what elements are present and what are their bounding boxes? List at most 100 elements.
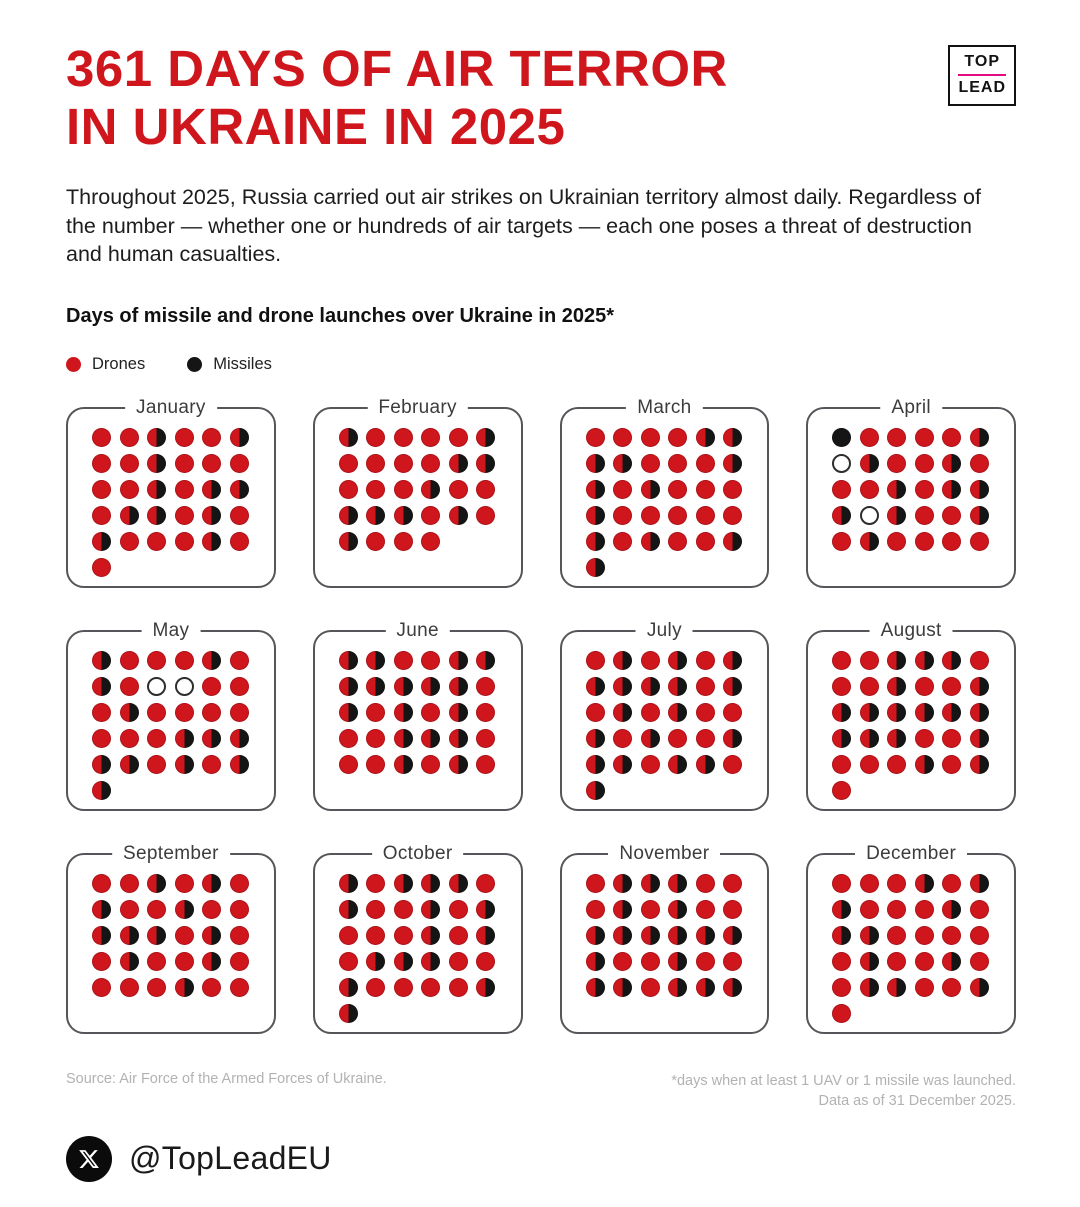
day-dot-both [202,532,221,552]
day-dot-both [393,755,413,775]
day-dot-both [942,651,962,671]
day-dot-both [393,506,413,526]
day-dot-drones [119,729,139,749]
day-dot-both [476,978,496,998]
day-dot-drones [229,677,249,697]
footnote-line-2: Data as of 31 December 2025. [818,1093,1016,1110]
day-dot-both [338,677,358,697]
day-dot-drones [366,755,386,775]
day-dot-drones [695,506,715,526]
day-dot-drones [174,874,194,894]
day-dot-both [859,952,879,972]
day-dot-drones [695,703,715,723]
month-panel-october: October [312,843,523,1035]
day-dot-both [366,677,386,697]
day-dot-both [942,900,962,920]
day-dot-drones [476,755,496,775]
top-lead-logo: TOP LEAD [948,45,1016,106]
day-dot-both [92,926,111,946]
day-dot-drones [723,900,742,920]
month-title: February [367,397,468,420]
month-title: April [880,397,942,420]
day-dot-both [887,480,907,500]
day-dot-drones [640,506,660,526]
legend: Drones Missiles [66,355,1016,374]
day-dot-drones [147,755,166,775]
month-title: November [608,843,721,866]
day-dot-drones [229,506,249,526]
day-dot-drones [147,900,166,920]
day-dot-drones [202,900,221,920]
day-dot-drones [914,926,934,946]
day-dot-both [668,874,687,894]
month-dots-grid [92,428,249,578]
day-dot-drones [887,900,907,920]
day-dot-both [448,729,468,749]
day-dot-drones [174,703,194,723]
month-title: March [626,397,703,420]
day-dot-both [832,703,852,723]
day-dot-both [832,506,852,526]
day-dot-both [969,978,989,998]
day-dot-drones [914,428,934,448]
day-dot-drones [585,874,605,894]
day-dot-both [723,978,742,998]
month-dots-grid [338,874,496,1024]
day-dot-both [92,900,111,920]
day-dot-drones [887,532,907,552]
day-dot-both [969,703,989,723]
month-dots-grid [92,651,249,801]
day-dot-both [585,926,605,946]
day-dot-drones [640,755,660,775]
day-dot-none [174,677,194,697]
day-dot-drones [640,428,660,448]
day-dot-drones [942,677,962,697]
social-handle[interactable]: @TopLeadEU [129,1140,332,1177]
day-dot-both [366,952,386,972]
day-dot-drones [695,729,715,749]
day-dot-both [338,978,358,998]
day-dot-both [202,926,221,946]
day-dot-both [969,677,989,697]
day-dot-drones [942,926,962,946]
month-dots-grid [338,651,496,775]
day-dot-both [668,677,687,697]
day-dot-drones [421,978,441,998]
day-dot-both [668,952,687,972]
day-dot-drones [942,506,962,526]
day-dot-drones [448,952,468,972]
day-dot-drones [585,703,605,723]
day-dot-drones [640,703,660,723]
day-dot-drones [668,480,687,500]
day-dot-drones [448,428,468,448]
day-dot-drones [914,900,934,920]
day-dot-both [366,651,386,671]
day-dot-both [476,651,496,671]
day-dot-both [969,755,989,775]
day-dot-drones [723,480,742,500]
day-dot-both [476,926,496,946]
day-dot-drones [476,874,496,894]
day-dot-both [640,480,660,500]
day-dot-drones [887,454,907,474]
day-dot-drones [640,454,660,474]
day-dot-drones [695,677,715,697]
day-dot-drones [202,703,221,723]
day-dot-both [393,874,413,894]
day-dot-both [448,755,468,775]
day-dot-none [147,677,166,697]
day-dot-both [613,703,632,723]
day-dot-drones [119,454,139,474]
logo-top-word: TOP [964,53,1001,70]
day-dot-drones [832,677,852,697]
day-dot-both [585,729,605,749]
day-dot-both [585,677,605,697]
day-dot-drones [969,900,989,920]
day-dot-drones [92,874,111,894]
day-dot-drones [969,952,989,972]
day-dot-drones [859,755,879,775]
footnote: *days when at least 1 UAV or 1 missile w… [671,1071,1016,1112]
day-dot-both [585,952,605,972]
day-dot-drones [859,677,879,697]
